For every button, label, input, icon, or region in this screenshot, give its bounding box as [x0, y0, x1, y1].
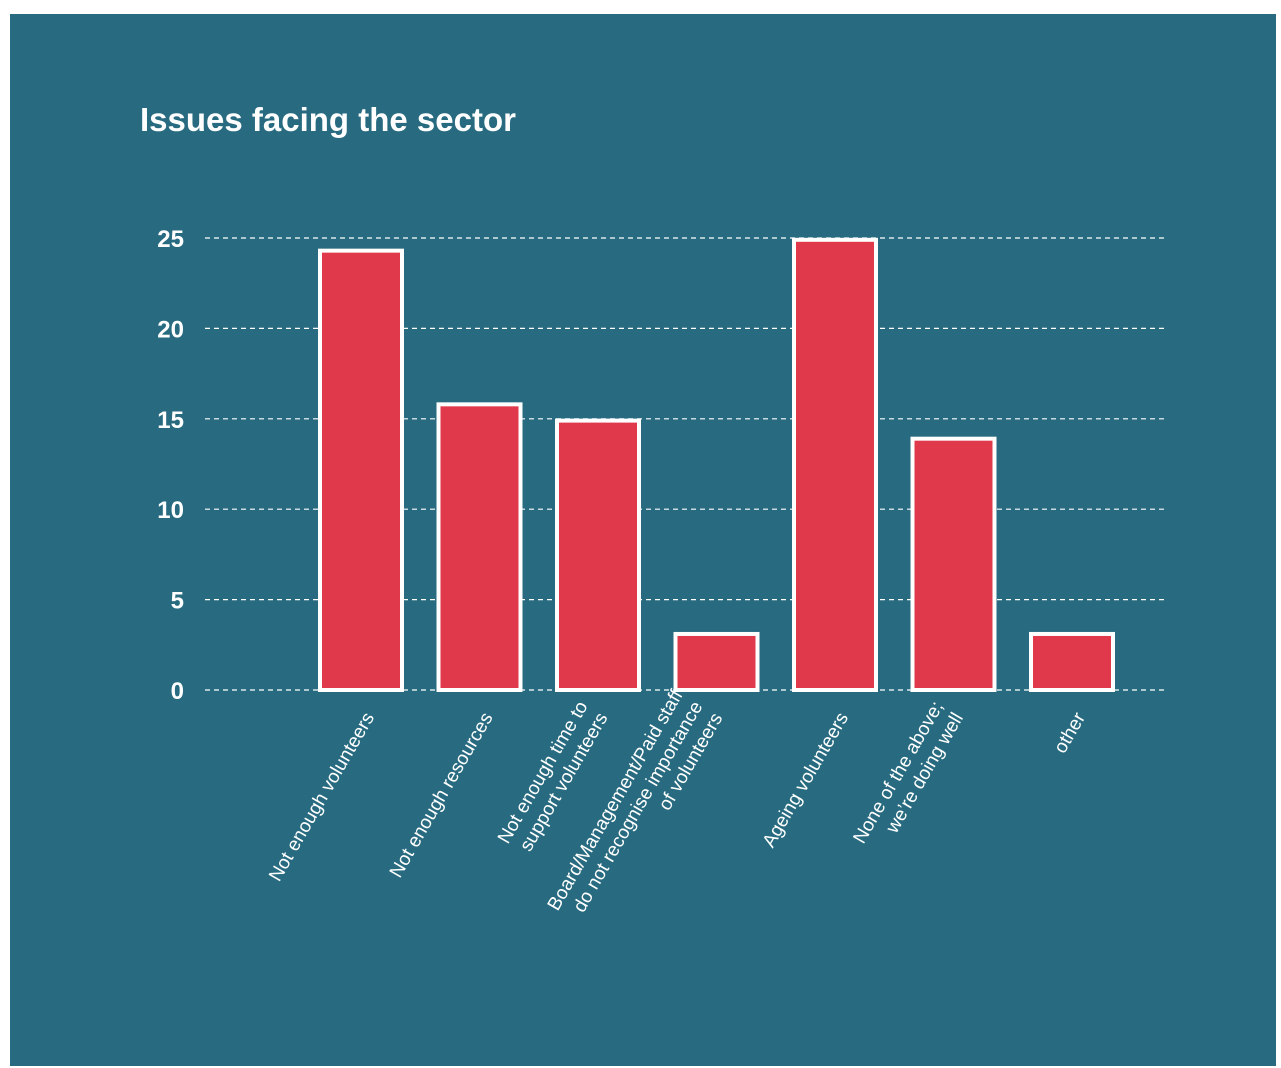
bar: [318, 248, 404, 692]
y-tick-label: 5: [171, 588, 184, 615]
y-tick-label: 0: [171, 678, 184, 705]
svg-text:Ageing volunteers: Ageing volunteers: [759, 709, 853, 851]
bar: [673, 631, 760, 693]
bar: [792, 237, 878, 692]
bar: [436, 402, 523, 692]
x-tick-label-line: Not enough volunteers: [265, 709, 379, 885]
svg-text:Not enough resources: Not enough resources: [386, 709, 498, 881]
svg-text:None of the above;we’re doing: None of the above;we’re doing well: [850, 698, 968, 859]
x-tick-label: other: [1050, 708, 1090, 757]
svg-text:Not enough volunteers: Not enough volunteers: [265, 709, 379, 885]
y-tick-label: 10: [157, 497, 184, 524]
chart-panel: Issues facing the sector 0 5 10 15 20 25 Not …: [10, 14, 1276, 1066]
bars: [318, 237, 1115, 693]
x-tick-label: None of the above;we’re doing well: [850, 698, 968, 859]
x-tick-label: Not enough resources: [386, 709, 498, 881]
y-tick-label: 20: [157, 316, 184, 343]
x-tick-label: Not enough volunteers: [265, 709, 379, 885]
chart-title: Issues facing the sector: [140, 101, 516, 138]
y-tick-label: 15: [157, 407, 184, 434]
y-tick-label: 25: [157, 226, 184, 253]
x-tick-label-line: other: [1050, 708, 1090, 757]
x-tick-label-line: Not enough resources: [386, 709, 498, 881]
bar: [910, 436, 997, 692]
bar-chart: 0 5 10 15 20 25 Not enough volunteers Not enou…: [157, 226, 1165, 916]
svg-text:other: other: [1050, 708, 1090, 757]
y-axis-ticks: 0 5 10 15 20 25: [157, 226, 184, 705]
x-tick-label: Ageing volunteers: [759, 709, 853, 851]
x-tick-label-line: Ageing volunteers: [759, 709, 853, 851]
bar: [1029, 631, 1115, 693]
x-axis-ticks: Not enough volunteers Not enough resource…: [265, 686, 1090, 916]
bar: [555, 418, 641, 692]
